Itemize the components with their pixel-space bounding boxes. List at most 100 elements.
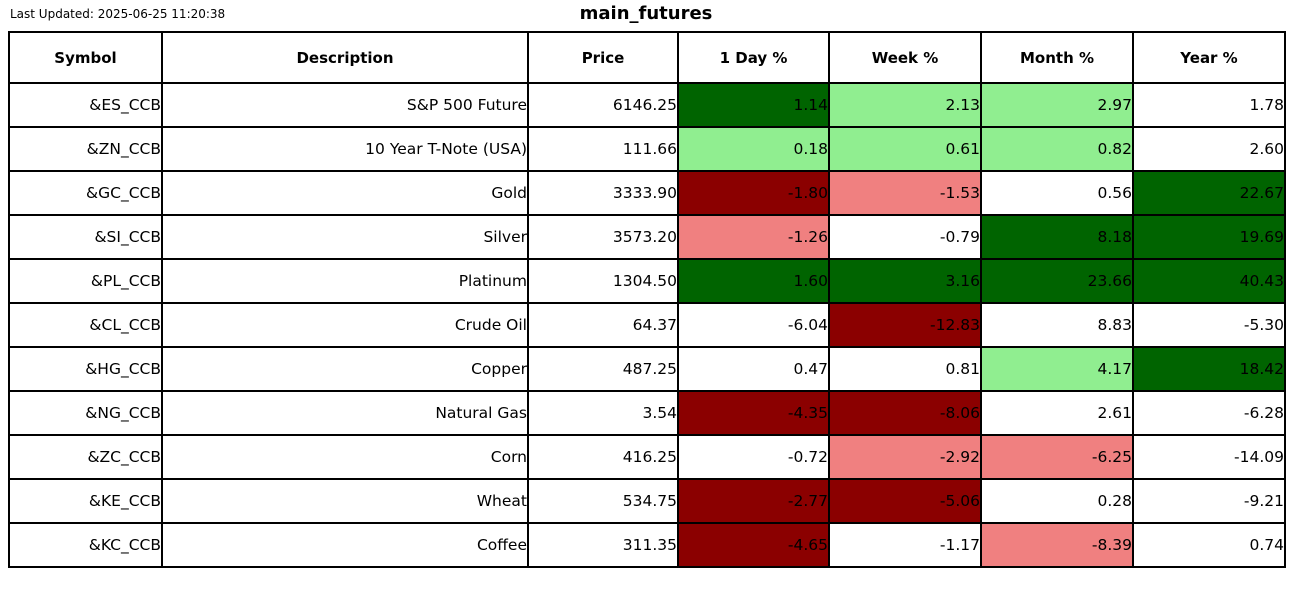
month-change-cell: 4.17 [980, 346, 1134, 392]
day-change-cell: -2.77 [677, 478, 830, 524]
column-header-description: Description [161, 31, 529, 84]
column-header-symbol: Symbol [8, 31, 163, 84]
table-row: &ES_CCB S&P 500 Future 6146.25 1.14 2.13 2.97… [8, 82, 1286, 128]
description-cell: Wheat [161, 478, 529, 524]
symbol-cell: &HG_CCB [8, 346, 163, 392]
price-cell: 64.37 [527, 302, 679, 348]
description-cell: Platinum [161, 258, 529, 304]
table-row: &PL_CCB Platinum 1304.50 1.60 3.16 23.66 40.43 [8, 258, 1286, 304]
symbol-cell: &PL_CCB [8, 258, 163, 304]
year-change-cell: 22.67 [1132, 170, 1286, 216]
symbol-cell: &KE_CCB [8, 478, 163, 524]
week-change-cell: -12.83 [828, 302, 982, 348]
column-header-year: Year % [1132, 31, 1286, 84]
month-change-cell: 0.28 [980, 478, 1134, 524]
description-cell: Coffee [161, 522, 529, 568]
month-change-cell: -6.25 [980, 434, 1134, 480]
day-change-cell: 1.14 [677, 82, 830, 128]
week-change-cell: 2.13 [828, 82, 982, 128]
month-change-cell: 23.66 [980, 258, 1134, 304]
table-row: &HG_CCB Copper 487.25 0.47 0.81 4.17 18.42 [8, 346, 1286, 392]
month-change-cell: 2.97 [980, 82, 1134, 128]
day-change-cell: 0.18 [677, 126, 830, 172]
week-change-cell: -1.53 [828, 170, 982, 216]
week-change-cell: -5.06 [828, 478, 982, 524]
week-change-cell: 0.81 [828, 346, 982, 392]
year-change-cell: -9.21 [1132, 478, 1286, 524]
description-cell: Silver [161, 214, 529, 260]
week-change-cell: -0.79 [828, 214, 982, 260]
symbol-cell: &ZN_CCB [8, 126, 163, 172]
year-change-cell: 40.43 [1132, 258, 1286, 304]
symbol-cell: &NG_CCB [8, 390, 163, 436]
symbol-cell: &GC_CCB [8, 170, 163, 216]
description-cell: Corn [161, 434, 529, 480]
last-updated-label: Last Updated: 2025-06-25 11:20:38 [10, 7, 226, 21]
column-header-month: Month % [980, 31, 1134, 84]
day-change-cell: -4.35 [677, 390, 830, 436]
description-cell: Natural Gas [161, 390, 529, 436]
month-change-cell: 0.56 [980, 170, 1134, 216]
symbol-cell: &SI_CCB [8, 214, 163, 260]
price-cell: 1304.50 [527, 258, 679, 304]
year-change-cell: -6.28 [1132, 390, 1286, 436]
column-header-price: Price [527, 31, 679, 84]
table-row: &SI_CCB Silver 3573.20 -1.26 -0.79 8.18 19.69 [8, 214, 1286, 260]
symbol-cell: &KC_CCB [8, 522, 163, 568]
header-row: Symbol Description Price 1 Day % Week % Month… [8, 31, 1286, 84]
table-row: &NG_CCB Natural Gas 3.54 -4.35 -8.06 2.61 -6.2… [8, 390, 1286, 436]
description-cell: S&P 500 Future [161, 82, 529, 128]
futures-table-body: &ES_CCB S&P 500 Future 6146.25 1.14 2.13 2.97… [8, 82, 1286, 568]
week-change-cell: -8.06 [828, 390, 982, 436]
week-change-cell: -2.92 [828, 434, 982, 480]
price-cell: 111.66 [527, 126, 679, 172]
table-row: &KC_CCB Coffee 311.35 -4.65 -1.17 -8.39 0.74 [8, 522, 1286, 568]
description-cell: Gold [161, 170, 529, 216]
table-row: &KE_CCB Wheat 534.75 -2.77 -5.06 0.28 -9.21 [8, 478, 1286, 524]
day-change-cell: -4.65 [677, 522, 830, 568]
symbol-cell: &ES_CCB [8, 82, 163, 128]
description-cell: Copper [161, 346, 529, 392]
month-change-cell: 8.18 [980, 214, 1134, 260]
day-change-cell: -1.80 [677, 170, 830, 216]
price-cell: 487.25 [527, 346, 679, 392]
year-change-cell: 19.69 [1132, 214, 1286, 260]
year-change-cell: 2.60 [1132, 126, 1286, 172]
column-header-1-day: 1 Day % [677, 31, 830, 84]
price-cell: 3333.90 [527, 170, 679, 216]
year-change-cell: 0.74 [1132, 522, 1286, 568]
symbol-cell: &CL_CCB [8, 302, 163, 348]
year-change-cell: -14.09 [1132, 434, 1286, 480]
price-cell: 3.54 [527, 390, 679, 436]
price-cell: 416.25 [527, 434, 679, 480]
column-header-week: Week % [828, 31, 982, 84]
table-row: &ZC_CCB Corn 416.25 -0.72 -2.92 -6.25 -14.09 [8, 434, 1286, 480]
table-row: &ZN_CCB 10 Year T-Note (USA) 111.66 0.18 0.6… [8, 126, 1286, 172]
price-cell: 3573.20 [527, 214, 679, 260]
day-change-cell: -0.72 [677, 434, 830, 480]
day-change-cell: -1.26 [677, 214, 830, 260]
description-cell: Crude Oil [161, 302, 529, 348]
table-row: &CL_CCB Crude Oil 64.37 -6.04 -12.83 8.83 -5.3… [8, 302, 1286, 348]
week-change-cell: 0.61 [828, 126, 982, 172]
month-change-cell: 2.61 [980, 390, 1134, 436]
year-change-cell: 1.78 [1132, 82, 1286, 128]
month-change-cell: -8.39 [980, 522, 1134, 568]
month-change-cell: 8.83 [980, 302, 1134, 348]
year-change-cell: 18.42 [1132, 346, 1286, 392]
description-cell: 10 Year T-Note (USA) [161, 126, 529, 172]
week-change-cell: 3.16 [828, 258, 982, 304]
month-change-cell: 0.82 [980, 126, 1134, 172]
day-change-cell: 1.60 [677, 258, 830, 304]
week-change-cell: -1.17 [828, 522, 982, 568]
futures-table: Symbol Description Price 1 Day % Week % Month… [8, 31, 1286, 568]
table-row: &GC_CCB Gold 3333.90 -1.80 -1.53 0.56 22.67 [8, 170, 1286, 216]
year-change-cell: -5.30 [1132, 302, 1286, 348]
price-cell: 534.75 [527, 478, 679, 524]
day-change-cell: 0.47 [677, 346, 830, 392]
page-title: main_futures [579, 3, 713, 24]
day-change-cell: -6.04 [677, 302, 830, 348]
symbol-cell: &ZC_CCB [8, 434, 163, 480]
price-cell: 311.35 [527, 522, 679, 568]
price-cell: 6146.25 [527, 82, 679, 128]
